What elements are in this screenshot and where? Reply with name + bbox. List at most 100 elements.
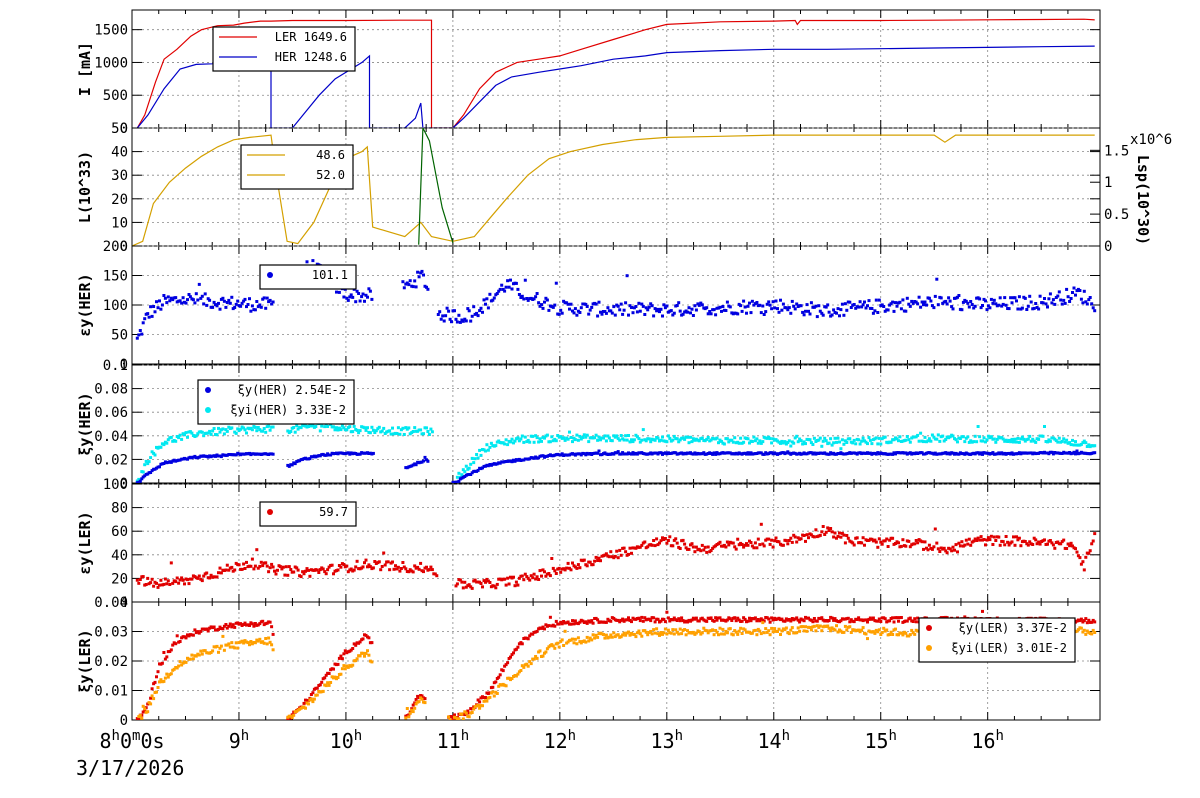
data-point [830, 313, 834, 317]
data-point [193, 301, 197, 305]
data-point [184, 431, 188, 435]
data-point [420, 694, 424, 698]
data-point [473, 457, 477, 461]
data-point [830, 530, 834, 534]
data-point [923, 300, 927, 304]
data-point [714, 629, 718, 632]
data-point [874, 298, 878, 302]
data-point [663, 620, 667, 624]
data-point [693, 550, 697, 554]
data-point [262, 296, 266, 300]
data-point [1085, 445, 1089, 448]
data-point [535, 292, 539, 295]
x-tick-text: 11h [437, 728, 470, 753]
data-point [464, 585, 468, 589]
data-point [484, 302, 487, 306]
data-point [371, 428, 375, 432]
data-point [798, 437, 802, 441]
data-point [845, 308, 849, 312]
data-point [836, 534, 840, 538]
data-point [680, 616, 684, 620]
data-point [1043, 297, 1046, 300]
data-point [532, 657, 536, 661]
data-point [640, 543, 644, 547]
data-point [618, 308, 622, 312]
data-point [448, 718, 452, 720]
data-point [740, 632, 744, 635]
data-point [603, 310, 607, 313]
data-point [748, 301, 751, 305]
data-point [855, 536, 859, 540]
data-point [787, 306, 791, 310]
data-point [795, 616, 799, 620]
data-point [920, 540, 924, 544]
data-point [578, 434, 582, 438]
legend-entry: ξy(HER) 2.54E-2 [238, 383, 346, 397]
data-point [280, 567, 284, 571]
data-point [287, 464, 291, 468]
data-point [230, 295, 234, 299]
data-point [1046, 440, 1049, 444]
data-point [367, 636, 371, 640]
data-point [699, 549, 703, 553]
data-point [1009, 440, 1013, 444]
data-point [354, 659, 358, 663]
data-point [960, 540, 964, 544]
data-point [866, 620, 869, 624]
data-point [358, 429, 362, 433]
data-point [720, 632, 723, 636]
data-point [194, 654, 198, 658]
data-point [908, 304, 912, 308]
data-point [1041, 301, 1045, 305]
data-point [989, 534, 993, 538]
data-point [163, 296, 167, 300]
data-point [826, 624, 830, 628]
data-point [245, 560, 248, 564]
data-point [256, 639, 260, 643]
y-tick-label: 100 [103, 298, 128, 314]
data-point [833, 628, 837, 632]
data-point [417, 567, 421, 571]
data-point [675, 619, 679, 622]
data-point [388, 429, 392, 433]
data-point [978, 538, 982, 542]
data-point [944, 299, 948, 303]
data-point [486, 448, 490, 452]
data-point [762, 544, 766, 548]
data-point [267, 570, 271, 574]
data-point [138, 479, 142, 483]
data-point [888, 619, 892, 623]
data-point [1017, 295, 1021, 299]
data-point [820, 444, 824, 448]
data-point [978, 297, 982, 301]
data-point [320, 680, 324, 684]
data-point [448, 317, 452, 321]
data-point [311, 700, 315, 704]
data-point [473, 578, 477, 582]
data-point [811, 620, 815, 624]
data-point [520, 664, 524, 668]
data-point [500, 283, 504, 287]
data-point [1078, 289, 1082, 292]
data-point [209, 432, 213, 436]
data-point [809, 628, 813, 632]
data-point [383, 563, 387, 567]
y-tick-label: 0 [120, 357, 128, 373]
data-point [638, 632, 642, 636]
data-point [215, 575, 219, 579]
data-point [218, 566, 222, 570]
data-point [163, 577, 167, 581]
data-point [687, 547, 691, 551]
data-point [925, 546, 928, 550]
data-point [871, 616, 875, 620]
data-point [789, 444, 793, 448]
data-point [557, 566, 561, 570]
data-point [936, 433, 940, 437]
y-axis-label: εy(LER) [76, 511, 94, 574]
y-tick-label: 0 [120, 713, 128, 729]
data-point [230, 625, 234, 629]
data-point [550, 557, 554, 560]
data-point [222, 299, 226, 303]
data-point [602, 633, 605, 636]
data-point [1028, 434, 1032, 438]
